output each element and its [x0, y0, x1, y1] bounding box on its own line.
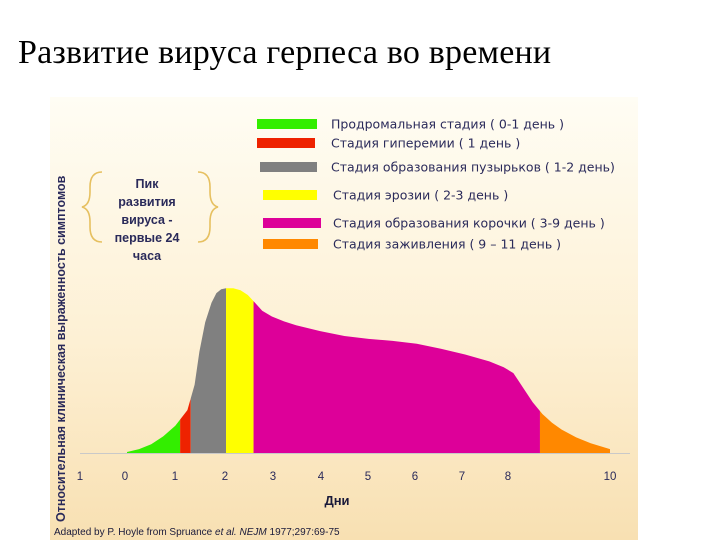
x-tick-label-11: 10 [604, 471, 617, 483]
legend-swatch-1 [257, 119, 317, 129]
x-tick-label-1: 1 [77, 471, 83, 483]
x-tick-label-6: 4 [318, 471, 325, 483]
brace-right-shape [197, 171, 219, 243]
x-tick-label-9: 7 [459, 471, 465, 483]
legend-label-2: Стадия гиперемии ( 1 день ) [331, 136, 520, 151]
legend-label-4: Стадия эрозии ( 2-3 день ) [333, 188, 508, 203]
stage-band-4 [226, 288, 254, 453]
x-axis-label: Дни [324, 493, 349, 508]
x-tick-labels: 1 0 1 2 3 4 5 6 7 8 10 [77, 471, 617, 483]
peak-annotation-text: Пик развития вируса - первые 24 часа [115, 177, 180, 263]
legend-swatch-4 [263, 190, 317, 200]
x-tick-label-5: 3 [270, 471, 276, 483]
brace-left-shape [81, 171, 103, 243]
legend-swatch-2 [257, 138, 315, 148]
legend-label-1: Продромальная стадия ( 0-1 день ) [331, 117, 564, 132]
x-tick-label-2: 0 [122, 471, 128, 483]
legend-label-3: Стадия образования пузырьков ( 1-2 день) [331, 160, 615, 175]
source-etal: et al. [215, 527, 239, 538]
x-tick-label-3: 1 [172, 471, 178, 483]
herpes-stage-chart: Относительная клиническая выраженность с… [50, 97, 638, 540]
slide-title: Развитие вируса герпеса во времени [18, 34, 552, 71]
peak-line-4: первые 24 [115, 231, 180, 245]
y-axis-label: Относительная клиническая выраженность с… [54, 175, 68, 522]
x-tick-label-8: 6 [412, 471, 418, 483]
chart-background [50, 97, 638, 540]
x-tick-label-4: 2 [222, 471, 228, 483]
x-tick-label-7: 5 [365, 471, 371, 483]
chart-panel: Относительная клиническая выраженность с… [50, 97, 638, 540]
legend-swatch-5 [263, 218, 321, 228]
peak-line-3: вируса - [121, 213, 172, 227]
legend: Продромальная стадия ( 0-1 день ) Стадия … [257, 117, 615, 252]
legend-label-6: Стадия заживления ( 9 – 11 день ) [333, 237, 561, 252]
peak-line-5: часа [133, 249, 162, 263]
peak-line-1: Пик [136, 177, 160, 191]
source-citation: Adapted by P. Hoyle from Spruance et al.… [54, 527, 340, 538]
x-tick-label-10: 8 [505, 471, 511, 483]
legend-label-5: Стадия образования корочки ( 3-9 день ) [333, 216, 605, 231]
source-prefix: Adapted by P. Hoyle from Spruance [54, 527, 215, 538]
peak-line-2: развития [118, 195, 175, 209]
peak-annotation: Пик развития вируса - первые 24 часа [81, 171, 219, 263]
source-suffix: 1977;297:69-75 [267, 527, 340, 538]
y-axis-label-group: Относительная клиническая выраженность с… [54, 175, 68, 522]
legend-swatch-6 [263, 239, 318, 249]
source-journal: NEJM [240, 527, 268, 538]
legend-swatch-3 [260, 162, 317, 172]
